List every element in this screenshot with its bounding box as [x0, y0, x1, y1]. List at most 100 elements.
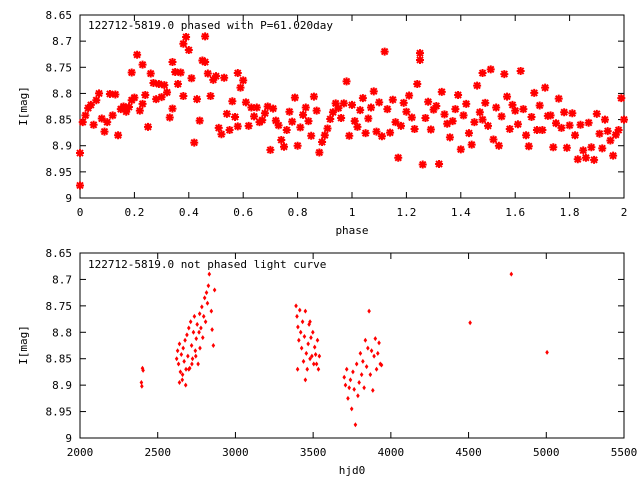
axis-ticks: 2000 2500 3000 3500 4000 4500 5000 5500 8.65 8.7 8… [46, 247, 638, 459]
data-point [204, 290, 209, 296]
data-point [78, 118, 87, 127]
data-point [203, 319, 208, 325]
data-point [192, 95, 201, 104]
data-point [298, 329, 303, 335]
data-point [205, 300, 210, 306]
y-tick-label: 8.75 [46, 61, 73, 74]
axis-ticks: 0 0.2 0.4 0.6 0.8 1 1.2 1.4 1.6 1.8 2 8.65 8.7 8.75 8.… [46, 9, 628, 219]
data-point [233, 122, 242, 131]
x-tick-label: 1.4 [451, 206, 471, 219]
data-point [489, 135, 498, 144]
x-tick-label: 4000 [378, 446, 405, 459]
data-point [326, 115, 335, 124]
chart-title: 122712-5819.0 not phased light curve [88, 258, 326, 271]
data-point [201, 58, 210, 67]
data-point [435, 160, 444, 169]
data-point [358, 350, 363, 356]
data-point [617, 94, 626, 103]
data-point [478, 69, 487, 78]
data-point [369, 87, 378, 96]
plot-frame [79, 252, 625, 439]
data-point [345, 131, 354, 140]
data-point [139, 380, 144, 385]
data-point [250, 112, 259, 121]
data-point [274, 121, 283, 130]
data-point [315, 337, 320, 343]
data-point [81, 111, 90, 120]
data-point [198, 345, 202, 351]
data-point [203, 69, 212, 78]
data-point [181, 345, 186, 351]
data-point [592, 109, 601, 118]
data-point [200, 335, 205, 341]
data-point [160, 81, 169, 90]
y-tick-label: 9 [65, 432, 72, 445]
data-point [119, 102, 128, 111]
y-tick-label: 8.85 [46, 114, 73, 127]
data-point [363, 337, 368, 343]
data-point [611, 130, 620, 139]
data-point [171, 67, 180, 76]
data-point [313, 351, 318, 357]
data-point [432, 101, 441, 110]
data-point [133, 50, 142, 59]
data-point [374, 366, 379, 372]
data-point [418, 160, 427, 169]
data-point [220, 73, 229, 82]
x-tick-label: 5500 [611, 446, 638, 459]
data-point [386, 128, 395, 137]
data-point [560, 108, 569, 117]
data-point [300, 319, 305, 325]
data-point [141, 90, 150, 99]
data-point [348, 100, 356, 109]
x-tick-label: 2000 [67, 446, 94, 459]
data-point [312, 106, 321, 115]
data-point [285, 107, 294, 116]
y-tick-label: 8.7 [52, 35, 72, 48]
data-point [303, 377, 308, 383]
data-point [323, 124, 332, 133]
data-point [413, 80, 422, 89]
x-tick-label: 2500 [144, 446, 171, 459]
data-point [473, 81, 482, 90]
data-point [178, 369, 183, 375]
data-point [478, 115, 487, 124]
data-point [263, 102, 272, 111]
data-point [89, 120, 98, 129]
data-point [135, 106, 144, 115]
data-point [196, 361, 200, 367]
data-point [347, 385, 352, 391]
data-point [410, 124, 419, 133]
data-point [391, 118, 400, 127]
y-tick-label: 8.9 [52, 379, 72, 392]
data-point [366, 345, 370, 351]
data-point [302, 334, 307, 340]
y-tick-label: 8.85 [46, 353, 73, 366]
data-point [189, 343, 194, 348]
data-point [108, 111, 117, 120]
data-point [271, 116, 280, 125]
data-point [364, 114, 373, 123]
data-point [532, 126, 541, 135]
data-point [443, 119, 452, 128]
data-point [154, 80, 163, 89]
data-point [376, 350, 380, 356]
data-point [231, 112, 240, 121]
data-point [362, 385, 366, 391]
data-point [114, 131, 123, 140]
data-point [197, 311, 202, 317]
data-point [194, 336, 199, 342]
data-point [576, 120, 585, 129]
data-point [209, 308, 214, 314]
data-point [368, 372, 373, 378]
data-point [402, 107, 411, 116]
y-tick-label: 8.65 [46, 247, 73, 260]
data-point [293, 141, 302, 150]
data-point [440, 110, 449, 119]
data-point [127, 68, 136, 77]
data-point [314, 361, 319, 367]
data-point [316, 366, 321, 372]
data-point [175, 348, 180, 354]
chart-title: 122712-5819.0 phased with P=61.020day [88, 19, 333, 32]
data-point [311, 361, 316, 367]
